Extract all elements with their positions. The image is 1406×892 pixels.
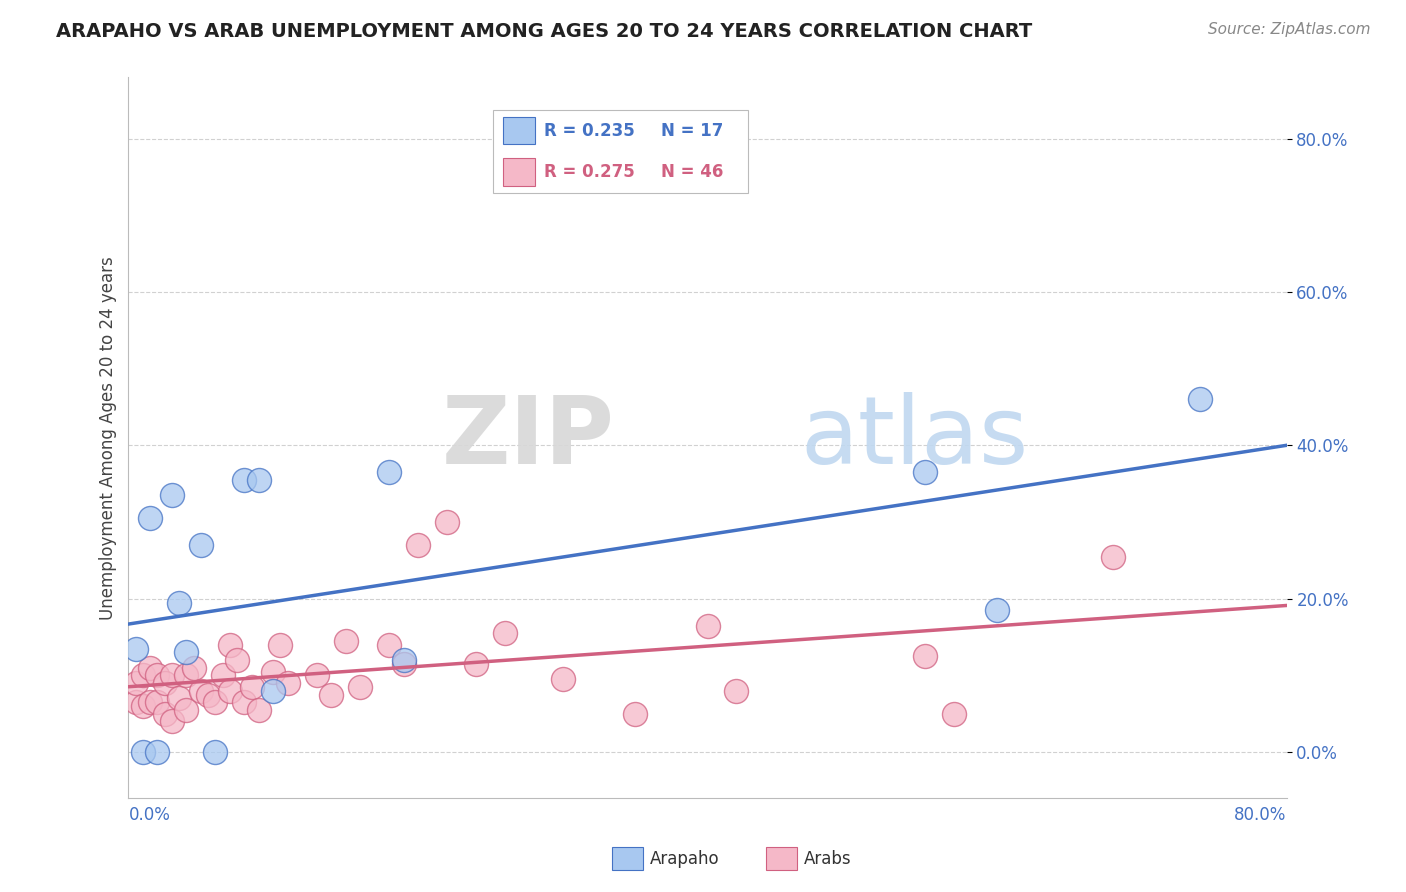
Point — [262, 683, 284, 698]
FancyBboxPatch shape — [502, 117, 534, 145]
Point — [464, 657, 486, 671]
Point — [146, 745, 169, 759]
Point — [240, 680, 263, 694]
Point — [167, 596, 190, 610]
Point — [125, 641, 148, 656]
Point — [218, 638, 240, 652]
Point — [197, 688, 219, 702]
Point — [494, 626, 516, 640]
Point — [139, 661, 162, 675]
Point — [160, 668, 183, 682]
Point — [624, 706, 647, 721]
Point — [146, 695, 169, 709]
Point — [132, 699, 155, 714]
Text: Arapaho: Arapaho — [650, 849, 720, 868]
Point — [132, 668, 155, 682]
Point — [125, 676, 148, 690]
Point — [914, 649, 936, 664]
Point — [277, 676, 299, 690]
Point — [139, 511, 162, 525]
Point — [378, 638, 401, 652]
Point — [125, 695, 148, 709]
Point — [233, 695, 256, 709]
Point — [725, 683, 748, 698]
Point — [247, 703, 270, 717]
Point — [190, 683, 212, 698]
Point — [378, 465, 401, 479]
Point — [942, 706, 965, 721]
Text: Source: ZipAtlas.com: Source: ZipAtlas.com — [1208, 22, 1371, 37]
Text: N = 17: N = 17 — [661, 121, 724, 139]
Point — [305, 668, 328, 682]
Point — [132, 745, 155, 759]
Text: ZIP: ZIP — [441, 392, 614, 483]
Point — [204, 695, 226, 709]
Point — [392, 657, 415, 671]
Text: ARAPAHO VS ARAB UNEMPLOYMENT AMONG AGES 20 TO 24 YEARS CORRELATION CHART: ARAPAHO VS ARAB UNEMPLOYMENT AMONG AGES … — [56, 22, 1032, 41]
Point — [190, 538, 212, 552]
Text: R = 0.235: R = 0.235 — [544, 121, 636, 139]
Text: R = 0.275: R = 0.275 — [544, 163, 636, 181]
Point — [269, 638, 291, 652]
Text: N = 46: N = 46 — [661, 163, 724, 181]
Point — [247, 473, 270, 487]
Text: atlas: atlas — [800, 392, 1028, 483]
Point — [226, 653, 249, 667]
Y-axis label: Unemployment Among Ages 20 to 24 years: Unemployment Among Ages 20 to 24 years — [100, 256, 117, 620]
Point — [176, 645, 198, 659]
FancyBboxPatch shape — [494, 110, 748, 193]
Point — [211, 668, 233, 682]
Point — [233, 473, 256, 487]
Point — [176, 703, 198, 717]
Point — [146, 668, 169, 682]
Point — [218, 683, 240, 698]
Point — [160, 488, 183, 502]
Point — [436, 515, 458, 529]
Point — [183, 661, 205, 675]
Point — [392, 653, 415, 667]
Point — [321, 688, 343, 702]
Point — [1188, 392, 1211, 407]
Point — [349, 680, 371, 694]
Point — [153, 676, 176, 690]
Point — [335, 634, 357, 648]
Point — [1102, 549, 1125, 564]
Text: 80.0%: 80.0% — [1234, 805, 1286, 824]
Point — [262, 665, 284, 679]
Point — [176, 668, 198, 682]
Point — [167, 691, 190, 706]
Point — [160, 714, 183, 729]
Point — [914, 465, 936, 479]
Point — [986, 603, 1008, 617]
Point — [551, 673, 574, 687]
Point — [153, 706, 176, 721]
Point — [139, 695, 162, 709]
FancyBboxPatch shape — [502, 159, 534, 186]
Text: Arabs: Arabs — [804, 849, 852, 868]
Point — [696, 618, 718, 632]
Point — [406, 538, 429, 552]
Point — [204, 745, 226, 759]
Text: 0.0%: 0.0% — [128, 805, 170, 824]
